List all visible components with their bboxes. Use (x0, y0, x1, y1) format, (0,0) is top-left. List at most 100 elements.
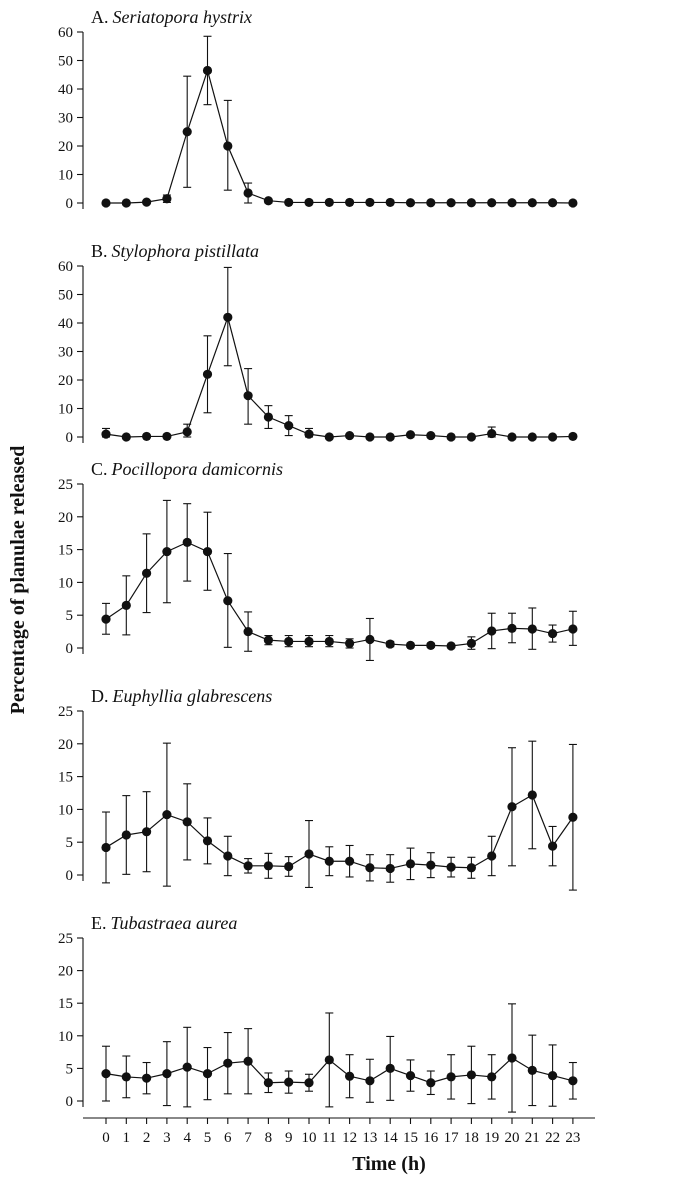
y-tick-label: 25 (58, 931, 73, 947)
data-point (324, 197, 334, 208)
data-point (202, 65, 213, 76)
x-tick-label: 12 (342, 1130, 357, 1146)
data-point (568, 624, 578, 634)
data-point (385, 1063, 395, 1073)
y-tick-label: 25 (58, 704, 73, 720)
data-point (487, 1072, 497, 1082)
series-line (105, 315, 573, 438)
series-line (105, 1057, 574, 1084)
data-point (223, 851, 233, 861)
data-point (548, 628, 558, 639)
x-tick-label: 11 (322, 1130, 336, 1146)
data-point (487, 851, 497, 861)
data-point (385, 432, 395, 442)
data-point (304, 429, 314, 439)
panel-species: Tubastraea aurea (111, 913, 238, 933)
data-point (507, 1053, 517, 1063)
data-point (284, 1077, 294, 1087)
panel-d: 0 5 10 15 20 25 D. Euphyllia glabrescens (58, 686, 578, 891)
data-point (243, 627, 253, 637)
x-tick-label: 14 (383, 1130, 399, 1146)
data-point (345, 430, 355, 441)
y-tick-label: 10 (58, 402, 73, 418)
y-tick-label: 0 (66, 430, 74, 446)
data-point (345, 1071, 355, 1081)
data-point (365, 634, 375, 645)
x-axis-title: Time (h) (352, 1153, 426, 1175)
panel-letter: C. (91, 459, 108, 479)
x-tick-label: 7 (244, 1130, 252, 1146)
data-point (284, 197, 294, 208)
data-point (365, 1076, 375, 1086)
x-tick-label: 16 (423, 1130, 439, 1146)
y-tick-label: 0 (66, 1094, 74, 1110)
data-point (101, 614, 111, 624)
data-point (446, 862, 456, 872)
data-point (466, 1070, 476, 1080)
y-tick-label: 0 (66, 196, 74, 212)
data-point (101, 429, 111, 439)
data-point (162, 546, 172, 557)
data-point (446, 1072, 456, 1082)
data-point (121, 1072, 131, 1082)
x-tick-label: 17 (444, 1130, 460, 1146)
y-tick-label: 30 (58, 111, 73, 127)
x-tick-label: 8 (265, 1130, 273, 1146)
x-tick-label: 9 (285, 1130, 293, 1146)
x-tick-label: 10 (302, 1130, 317, 1146)
data-point (426, 640, 436, 650)
data-point (365, 863, 375, 873)
data-point (385, 197, 395, 208)
panel-title: C. Pocillopora damicornis (91, 459, 283, 479)
data-point (527, 1065, 537, 1075)
data-point (568, 812, 578, 822)
data-point (243, 391, 253, 401)
data-point (548, 841, 558, 851)
data-point (202, 836, 213, 846)
data-point (405, 640, 416, 650)
y-tick-label: 10 (58, 575, 73, 591)
x-tick-label: 20 (505, 1130, 520, 1146)
data-point (263, 1078, 273, 1088)
data-point (121, 830, 131, 840)
data-point (121, 198, 131, 208)
y-tick-label: 30 (58, 345, 73, 361)
data-point (263, 635, 273, 645)
data-point (284, 421, 294, 431)
data-point (223, 141, 233, 151)
data-point (446, 432, 456, 442)
data-point (365, 432, 375, 442)
data-point (487, 428, 497, 439)
data-point (405, 859, 416, 869)
x-tick-label: 19 (484, 1130, 499, 1146)
x-tick-label: 6 (224, 1130, 232, 1146)
data-point (162, 431, 172, 442)
data-point (263, 412, 273, 422)
data-point (202, 546, 213, 557)
data-point (385, 863, 395, 874)
data-point (405, 430, 416, 440)
y-tick-label: 15 (58, 770, 73, 786)
y-tick-label: 15 (58, 996, 73, 1012)
data-point (466, 432, 476, 442)
x-tick-label: 2 (143, 1130, 151, 1146)
data-point (243, 188, 253, 198)
data-point (142, 827, 152, 837)
data-point (345, 856, 355, 866)
data-point (426, 860, 436, 870)
data-point (345, 197, 355, 208)
panel-b: 0 10 20 30 40 50 60 B. Stylophora pistillata (58, 241, 578, 446)
data-point (223, 596, 233, 606)
y-tick-label: 20 (58, 373, 73, 389)
data-point (142, 1073, 152, 1083)
y-tick-label: 40 (58, 316, 73, 332)
y-tick-label: 5 (66, 608, 74, 624)
data-point (426, 198, 436, 208)
data-point (507, 802, 517, 812)
panel-title: E. Tubastraea aurea (91, 913, 237, 933)
data-point (446, 641, 456, 651)
panel-species: Euphyllia glabrescens (112, 686, 273, 706)
data-point (162, 810, 172, 820)
